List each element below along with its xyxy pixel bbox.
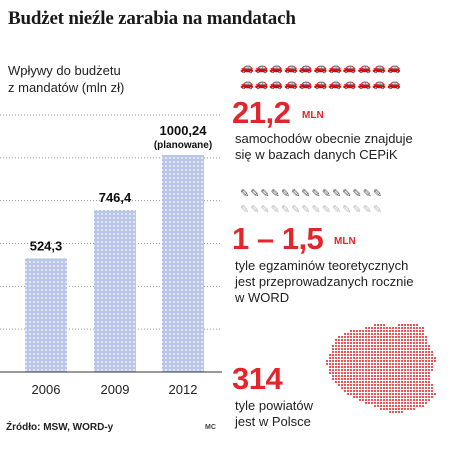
chart-ylabel-line1: Wpływy do budżetu (8, 63, 121, 78)
fact-3-desc-line1: tyle powiatów (235, 398, 314, 413)
fact-2-desc-line1: tyle egzaminów teoretycznych (235, 258, 409, 273)
fact-1-desc-line1: samochodów obecnie znajduje (235, 131, 413, 146)
fact-2-unit: MLN (334, 236, 356, 247)
page-title: Budżet nieźle zarabia na mandatach (8, 8, 296, 29)
map-dots (325, 323, 437, 414)
car-icon-row-1: 🚗🚗🚗🚗🚗🚗🚗🚗🚗🚗🚗 (240, 62, 402, 74)
category-label-2009: 2009 (101, 382, 130, 397)
value-label-2009: 746,4 (99, 190, 132, 205)
car-icon-row-2: 🚗🚗🚗🚗🚗🚗🚗🚗🚗🚗🚗 (240, 78, 402, 90)
bar-2012 (162, 155, 204, 372)
fact-1-desc: samochodów obecnie znajduje się w bazach… (235, 131, 413, 163)
fact-3-desc-line2: jest w Polsce (235, 414, 311, 429)
fact-1-value: 21,2 (232, 95, 291, 130)
category-label-2006: 2006 (32, 382, 61, 397)
fact-1-unit: MLN (302, 110, 324, 121)
fact-3-desc: tyle powiatów jest w Polsce (235, 398, 313, 430)
fact-2-value: 1 – 1,5 (232, 221, 324, 256)
value-label-2006: 524,3 (30, 238, 63, 253)
value-label-2012: 1000,24 (160, 123, 208, 138)
bar-chart: 524,3 2006 746,4 2009 1000,24 (planowane) 2012 (0, 114, 222, 397)
fact-3-value: 314 (232, 361, 283, 396)
bar-2009 (94, 210, 136, 372)
chart-ylabel-line2: z mandatów (mln zł) (8, 80, 125, 95)
fact-2-desc: tyle egzaminów teoretycznych jest przepr… (235, 258, 413, 306)
poland-map-icon (325, 323, 437, 414)
category-label-2012: 2012 (169, 382, 198, 397)
pen-icon-row-1: ✎✎✎✎✎✎✎✎✎✎✎✎✎✎ (240, 188, 384, 200)
chart-ylabel: Wpływy do budżetu z mandatów (mln zł) (8, 62, 188, 96)
source-note: Źródło: MSW, WORD-y (6, 422, 114, 433)
author-initials: MC (205, 424, 216, 431)
fact-1-desc-line2: się w bazach danych CEPiK (235, 147, 398, 162)
pen-icon-row-2: ✎✎✎✎✎✎✎✎✎✎✎✎✎✎ (240, 204, 384, 216)
fact-2-desc-line2: jest przeprowadzanych rocznie (235, 274, 414, 289)
bar-2006 (25, 258, 67, 372)
fact-2-desc-line3: w WORD (235, 290, 290, 305)
note-label-2012: (planowane) (154, 140, 212, 151)
